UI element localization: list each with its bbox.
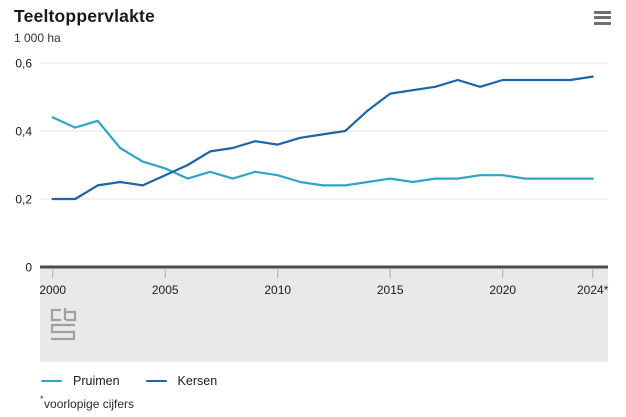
legend-item-kersen[interactable]: Kersen	[145, 374, 218, 388]
cbs-logo	[50, 308, 77, 341]
chart-title: Teeltoppervlakte	[14, 6, 155, 26]
series-line-kersen[interactable]	[51, 75, 594, 201]
legend-label-pruimen: Pruimen	[73, 374, 120, 388]
series-line-pruimen[interactable]	[51, 116, 594, 187]
chart-header: Teeltoppervlakte	[0, 0, 626, 40]
y-tick-label: 0,6	[15, 57, 32, 71]
hamburger-icon	[590, 10, 614, 25]
legend-label-kersen: Kersen	[177, 374, 218, 388]
axis-band	[40, 268, 608, 362]
x-axis	[40, 265, 608, 269]
chart-canvas: 0,6 0,4 0,2 0 2000 2005 2010 2015 2020 2024*	[15, 57, 609, 362]
footnote-text: voorlopige cijfers	[44, 397, 135, 411]
pruimen-line-swatch	[41, 379, 62, 383]
x-tick-label: 2020	[489, 283, 516, 297]
x-tick-label: 2005	[152, 283, 179, 297]
x-tick-label: 2000	[39, 283, 66, 297]
x-tick-label: 2010	[264, 283, 291, 297]
footnote-marker: *	[40, 394, 44, 404]
y-tick-label: 0,2	[15, 193, 32, 207]
legend: Pruimen Kersen	[41, 374, 243, 388]
footnote: *voorlopige cijfers	[40, 394, 135, 411]
y-tick-label: 0	[25, 261, 32, 275]
x-tick-label: 2024*	[577, 283, 609, 297]
x-tick-label: 2015	[377, 283, 404, 297]
y-tick-label: 0,4	[15, 125, 32, 139]
legend-item-pruimen[interactable]: Pruimen	[41, 374, 120, 388]
menu-button[interactable]	[590, 8, 614, 30]
unit-label: 1 000 ha	[14, 31, 61, 45]
kersen-line-swatch	[145, 379, 167, 383]
